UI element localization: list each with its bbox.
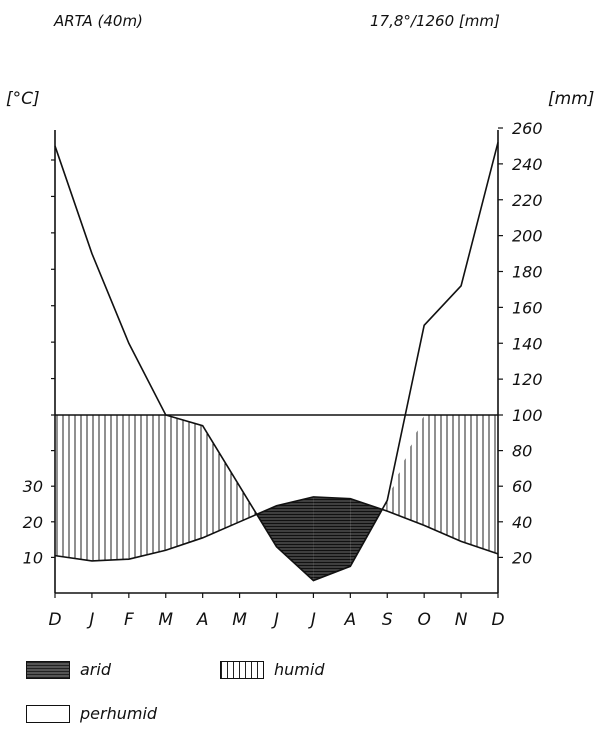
right-axis-unit: [mm] <box>548 89 594 109</box>
humid-area <box>91 415 129 561</box>
chart-header-station: ARTA (40m) <box>54 12 143 30</box>
x-tick-label: J <box>86 610 94 630</box>
right-tick-label: 220 <box>512 191 543 210</box>
arid-area <box>276 496 314 581</box>
humid-area <box>165 415 203 551</box>
right-tick-label: 20 <box>512 548 532 567</box>
right-tick-label: 60 <box>512 477 532 496</box>
right-tick-label: 80 <box>512 442 532 461</box>
x-tick-label: S <box>382 610 393 630</box>
x-tick-label: F <box>124 610 134 630</box>
humid-area <box>55 415 92 561</box>
right-tick-label: 180 <box>512 263 543 282</box>
left-tick-label: 30 <box>23 477 43 496</box>
temperature-line <box>54 496 499 562</box>
right-tick-label: 200 <box>512 227 543 246</box>
humid-area <box>424 415 462 542</box>
right-tick-label: 240 <box>512 155 543 174</box>
x-tick-label: D <box>491 610 504 630</box>
left-tick-label: 20 <box>23 513 43 532</box>
x-tick-label: M <box>232 610 247 630</box>
arid-area <box>256 505 277 547</box>
x-tick-label: D <box>48 610 61 630</box>
x-tick-label: A <box>196 610 209 630</box>
x-tick-label: O <box>417 610 430 630</box>
right-tick-label: 40 <box>512 513 532 532</box>
chart-header-summary: 17,8°/1260 [mm] <box>370 12 500 30</box>
humid-area <box>128 415 166 560</box>
right-tick-label: 260 <box>512 119 543 138</box>
arid-area <box>313 496 351 581</box>
right-tick-label: 100 <box>512 406 543 425</box>
x-tick-label: N <box>455 610 468 630</box>
arid-area <box>350 498 383 567</box>
humid-area <box>202 425 240 538</box>
left-axis-unit: [°C] <box>6 89 40 109</box>
left-tick-label: 10 <box>23 548 43 567</box>
right-tick-label: 120 <box>512 370 543 389</box>
right-tick-label: 140 <box>512 334 543 353</box>
humid-area <box>239 486 257 522</box>
right-tick-label: 160 <box>512 298 543 317</box>
precipitation-line <box>54 142 499 582</box>
x-tick-label: J <box>271 610 279 630</box>
humid-area <box>387 415 425 526</box>
humid-area <box>461 415 498 554</box>
x-tick-label: M <box>158 610 173 630</box>
x-tick-label: J <box>308 610 316 630</box>
x-tick-label: A <box>344 610 357 630</box>
